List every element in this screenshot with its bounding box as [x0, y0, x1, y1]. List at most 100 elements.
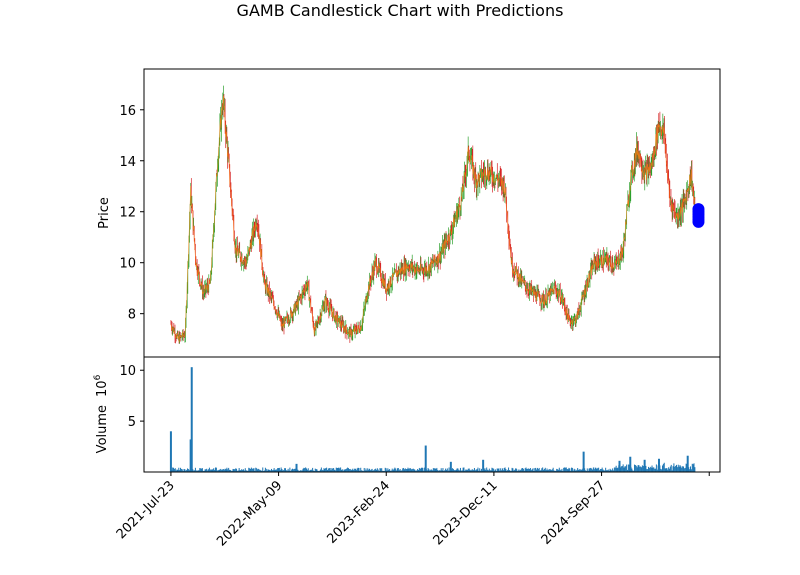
- volume-bar: [642, 465, 644, 472]
- volume-bar: [445, 468, 447, 472]
- volume-bar: [319, 469, 321, 472]
- volume-bar: [606, 470, 608, 472]
- volume-bar: [576, 469, 578, 472]
- volume-bar: [297, 469, 299, 472]
- volume-bar: [215, 467, 217, 472]
- volume-bar: [215, 467, 217, 472]
- volume-bar: [608, 470, 610, 472]
- volume-bar: [274, 470, 276, 472]
- volume-bar: [396, 468, 398, 472]
- volume-bar: [631, 468, 633, 472]
- volume-bar: [600, 469, 602, 472]
- volume-bar: [494, 470, 496, 472]
- volume-bar: [444, 470, 446, 472]
- volume-bar: [442, 468, 444, 472]
- volume-bar: [257, 469, 259, 472]
- volume-bar: [620, 467, 622, 472]
- volume-bar: [627, 464, 629, 472]
- volume-bar: [321, 469, 323, 472]
- volume-bar: [255, 467, 257, 472]
- volume-spike: [295, 463, 298, 472]
- volume-bar: [221, 469, 223, 472]
- volume-bar: [570, 470, 572, 472]
- volume-bar: [237, 470, 239, 472]
- volume-bar: [467, 468, 469, 472]
- volume-bar: [569, 468, 571, 472]
- volume-bar: [350, 470, 352, 472]
- price-y-label: Price: [97, 197, 112, 229]
- volume-bar: [460, 470, 462, 472]
- volume-bar: [359, 470, 361, 472]
- volume-bar: [199, 468, 201, 472]
- volume-bar: [382, 470, 384, 472]
- volume-bar: [574, 469, 576, 472]
- volume-bar: [655, 468, 657, 472]
- volume-bar: [525, 467, 527, 472]
- volume-bar: [589, 468, 591, 472]
- volume-bar: [601, 467, 603, 472]
- volume-bar: [365, 468, 367, 472]
- volume-bar: [311, 469, 313, 472]
- volume-bar: [278, 468, 280, 472]
- volume-bar: [293, 468, 295, 472]
- volume-bar: [651, 465, 653, 472]
- volume-bar: [247, 470, 249, 472]
- volume-bar: [292, 468, 294, 472]
- volume-bar: [680, 466, 682, 472]
- volume-bar: [400, 470, 402, 472]
- volume-bar: [382, 470, 384, 472]
- volume-bar: [375, 468, 377, 472]
- volume-bar: [182, 470, 184, 472]
- volume-bar: [307, 468, 309, 472]
- volume-bar: [277, 468, 279, 472]
- volume-bar: [175, 470, 177, 472]
- volume-bar: [245, 470, 247, 472]
- volume-bar: [524, 468, 526, 472]
- volume-bar: [349, 468, 351, 472]
- volume-bar: [303, 467, 305, 472]
- volume-bar: [529, 468, 531, 472]
- volume-bar: [640, 466, 642, 472]
- volume-bar: [540, 470, 542, 472]
- volume-bar: [354, 468, 356, 472]
- volume-bar: [176, 469, 178, 472]
- volume-bar: [384, 467, 386, 472]
- volume-bar: [378, 470, 380, 472]
- volume-bar: [598, 467, 600, 472]
- volume-bar: [667, 469, 669, 472]
- price-y-tick-label: 8: [128, 308, 136, 323]
- volume-bar: [490, 470, 492, 472]
- volume-axes-frame: [143, 356, 721, 473]
- volume-bar: [602, 469, 604, 472]
- volume-bar: [339, 468, 341, 472]
- volume-bar: [316, 469, 318, 472]
- volume-bar: [401, 470, 403, 472]
- volume-bar: [288, 470, 290, 472]
- volume-bar: [650, 467, 652, 472]
- volume-bar: [402, 468, 404, 472]
- volume-bar: [538, 467, 540, 472]
- volume-bar: [334, 470, 336, 472]
- volume-bar: [461, 470, 463, 472]
- volume-bar: [331, 468, 333, 472]
- volume-bar: [432, 468, 434, 472]
- volume-bar: [246, 470, 248, 472]
- volume-bar: [396, 470, 398, 472]
- volume-bar: [689, 469, 691, 472]
- volume-bar: [389, 470, 391, 472]
- volume-bar: [318, 470, 320, 472]
- price-axes-frame: [143, 68, 721, 358]
- volume-y-label: Volume 106: [93, 374, 110, 453]
- volume-bar: [489, 470, 491, 472]
- volume-bar: [223, 469, 225, 472]
- volume-bar: [173, 467, 175, 472]
- volume-bar: [491, 467, 493, 472]
- volume-bar: [238, 468, 240, 472]
- volume-bar: [585, 470, 587, 472]
- volume-spike: [618, 460, 621, 472]
- volume-bar: [368, 468, 370, 472]
- volume-bar: [397, 468, 399, 472]
- volume-bar: [590, 467, 592, 472]
- volume-bar: [232, 468, 234, 472]
- volume-bar: [439, 470, 441, 472]
